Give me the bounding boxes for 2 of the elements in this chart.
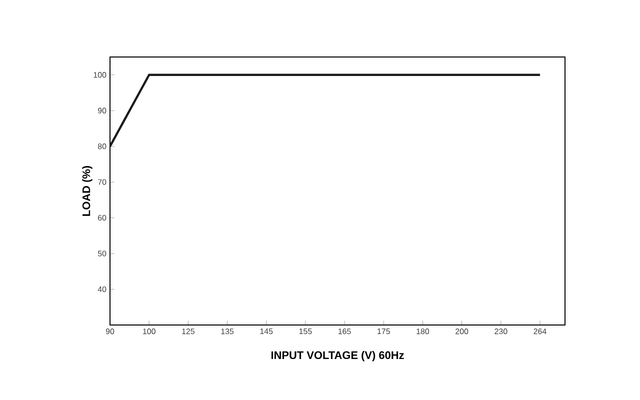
y-axis-title: LOAD (%) [82, 166, 92, 216]
x-axis-title: INPUT VOLTAGE (V) 60Hz [271, 351, 404, 362]
